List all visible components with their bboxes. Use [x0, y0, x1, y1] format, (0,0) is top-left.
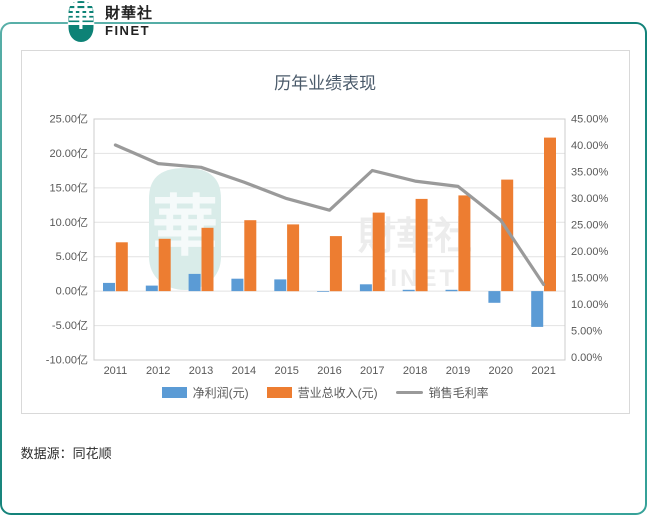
svg-text:15.00亿: 15.00亿	[49, 181, 88, 194]
svg-text:2016: 2016	[317, 365, 341, 377]
svg-text:2015: 2015	[274, 365, 298, 377]
svg-text:20.00亿: 20.00亿	[49, 146, 88, 159]
svg-text:0.00亿: 0.00亿	[55, 284, 87, 297]
svg-text:35.00%: 35.00%	[571, 166, 609, 178]
svg-text:2020: 2020	[488, 365, 512, 377]
svg-text:2012: 2012	[146, 365, 170, 377]
svg-text:2018: 2018	[402, 365, 426, 377]
svg-text:5.00%: 5.00%	[571, 325, 602, 337]
svg-text:10.00%: 10.00%	[571, 299, 609, 311]
svg-text:0.00%: 0.00%	[571, 352, 602, 364]
svg-text:華: 華	[66, 0, 95, 33]
svg-text:40.00%: 40.00%	[571, 140, 609, 152]
svg-text:2021: 2021	[531, 365, 555, 377]
svg-text:20.00%: 20.00%	[571, 246, 609, 258]
svg-text:-5.00亿: -5.00亿	[52, 319, 88, 332]
svg-text:15.00%: 15.00%	[571, 272, 609, 284]
svg-text:2013: 2013	[188, 365, 212, 377]
svg-text:2019: 2019	[445, 365, 469, 377]
svg-text:2017: 2017	[360, 365, 384, 377]
svg-text:2011: 2011	[103, 365, 127, 377]
svg-text:45.00%: 45.00%	[571, 113, 609, 125]
svg-text:2014: 2014	[231, 365, 255, 377]
svg-text:FINET: FINET	[372, 265, 456, 292]
svg-text:25.00亿: 25.00亿	[49, 112, 88, 125]
svg-text:30.00%: 30.00%	[571, 193, 609, 205]
svg-text:-10.00亿: -10.00亿	[45, 353, 87, 366]
svg-text:25.00%: 25.00%	[571, 219, 609, 231]
svg-text:10.00亿: 10.00亿	[49, 215, 88, 228]
svg-text:5.00亿: 5.00亿	[55, 250, 87, 263]
